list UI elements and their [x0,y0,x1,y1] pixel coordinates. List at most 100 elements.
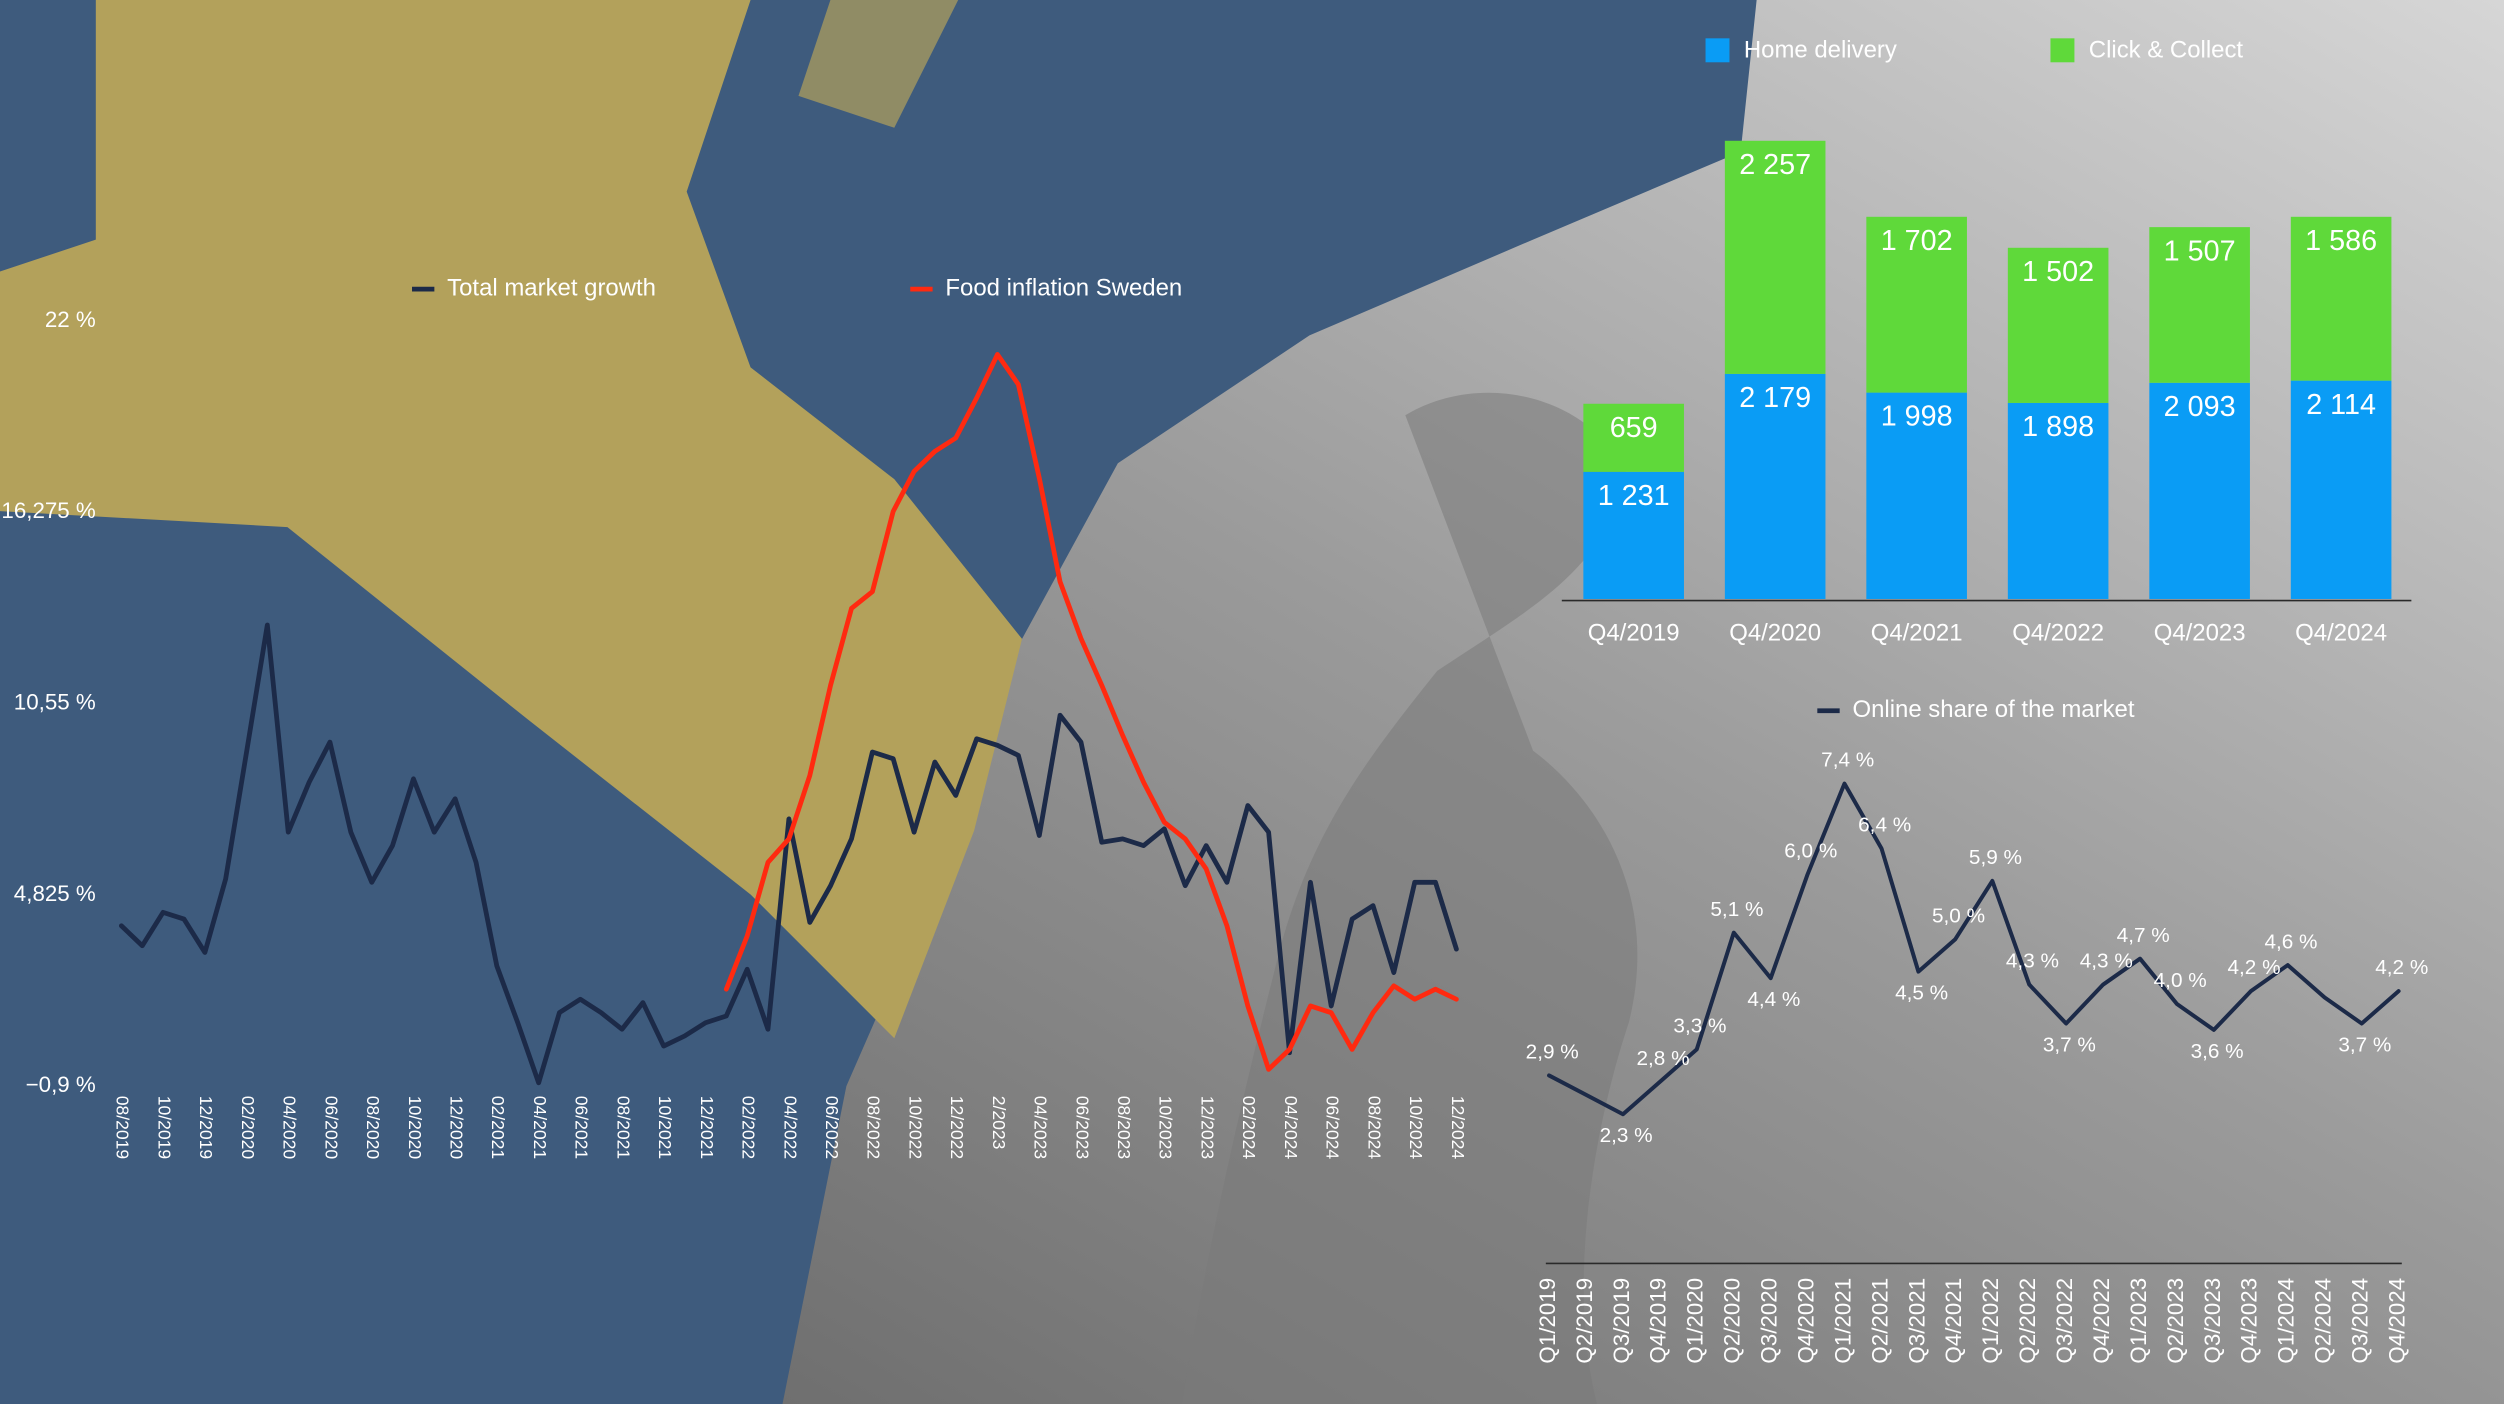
x-tick-label: Q3/2020 [1757,1278,1782,1364]
x-tick-label: Q1/2024 [2274,1278,2299,1364]
x-tick-label: Q4/2019 [1588,619,1680,646]
x-tick-label: Q4/2019 [1646,1278,1671,1364]
data-label: 3,7 % [2043,1033,2096,1056]
series-line [1547,781,2401,1117]
data-label: 4,5 % [1895,981,1948,1004]
data-label: 5,9 % [1969,846,2022,869]
x-tick-label: 08/2022 [864,1096,884,1159]
x-tick-label: 10/2019 [154,1096,174,1159]
x-tick-label: Q2/2023 [2163,1278,2188,1364]
data-label: 4,4 % [1747,988,1800,1011]
x-tick-label: 04/2021 [530,1096,550,1159]
x-tick-label: Q2/2021 [1867,1278,1892,1364]
x-tick-label: 08/2021 [613,1096,633,1159]
data-label: 4,2 % [2228,956,2281,979]
x-tick-label: 10/2020 [405,1096,425,1160]
data-label: 3,6 % [2191,1040,2244,1063]
x-tick-label: 12/2020 [446,1096,466,1160]
x-tick-label: Q3/2021 [1904,1278,1929,1364]
x-tick-label: Q2/2024 [2311,1278,2336,1364]
flag-yellow [0,0,1023,1039]
data-label: 2 114 [2306,389,2376,421]
data-label: 7,4 % [1821,749,1874,772]
x-tick-label: Q3/2022 [2052,1278,2077,1364]
bar-segment [1866,216,1967,393]
x-tick-label: 06/2022 [822,1096,842,1159]
bar-segment [1583,471,1684,599]
x-tick-label: 02/2024 [1239,1096,1259,1160]
series-line [723,352,1459,1072]
bar-segment [2290,216,2392,381]
data-label: 1 231 [1598,480,1670,512]
data-label: 1 586 [2305,225,2377,257]
x-tick-label: 04/2023 [1031,1096,1051,1159]
x-tick-label: Q4/2022 [2012,619,2104,646]
data-label: 1 998 [1881,401,1953,433]
x-tick-label: Q4/2021 [1871,619,1963,646]
y-tick-label: 16,275 % [1,498,96,523]
bar-segment [1583,403,1684,472]
bar-segment [2290,380,2392,599]
x-tick-label: 02/2020 [238,1096,258,1160]
data-label: 4,3 % [2080,950,2133,973]
x-tick-label: 2/2023 [989,1096,1009,1150]
x-tick-label: 12/2021 [697,1096,717,1159]
data-label: 4,2 % [2375,956,2428,979]
data-label: 3,7 % [2338,1033,2391,1056]
x-tick-label: Q3/2024 [2348,1278,2373,1364]
x-tick-label: Q2/2020 [1720,1278,1745,1364]
y-tick-label: 4,825 % [14,881,96,906]
x-tick-label: Q4/2022 [2089,1278,2114,1364]
bar-segment [1724,140,1826,374]
x-tick-label: 08/2019 [113,1096,133,1159]
data-label: 1 507 [2164,235,2236,267]
bar-segment [2007,402,2109,599]
data-label: 6,0 % [1784,839,1837,862]
data-label: 4,3 % [2006,950,2059,973]
legend-swatch [2050,38,2075,63]
bar-segment [2149,227,2250,383]
data-label: 4,6 % [2264,930,2317,953]
x-tick-label: 10/2022 [905,1096,925,1159]
x-tick-label: Q4/2024 [2385,1278,2410,1364]
x-tick-label: 06/2020 [321,1096,341,1160]
x-tick-label: Q3/2019 [1609,1278,1634,1364]
data-label: 2,9 % [1526,1040,1579,1063]
data-label: 5,1 % [1710,898,1763,921]
x-tick-label: 02/2021 [488,1096,508,1159]
y-tick-label: 10,55 % [14,690,96,715]
legend-label: Food inflation Sweden [945,274,1182,301]
bar-segment [1724,373,1826,599]
x-tick-label: Q4/2023 [2154,619,2246,646]
legend-label: Total market growth [447,274,656,301]
x-tick-label: 08/2020 [363,1096,383,1160]
x-tick-label: 10/2024 [1406,1096,1426,1160]
x-tick-label: 02/2022 [739,1096,759,1159]
x-tick-label: Q1/2023 [2126,1278,2151,1364]
x-tick-label: 10/2021 [655,1096,675,1159]
x-tick-label: 06/2024 [1323,1096,1343,1160]
bar-segment [1866,392,1967,599]
x-tick-label: Q4/2021 [1941,1278,1966,1364]
data-label: 1 502 [2022,256,2094,288]
bar-segment [2007,247,2109,403]
x-tick-label: 04/2022 [780,1096,800,1159]
data-label: 4,0 % [2154,969,2207,992]
x-tick-label: 04/2020 [280,1096,300,1160]
x-tick-label: 06/2023 [1072,1096,1092,1159]
legend-label: Home delivery [1744,36,1897,63]
x-tick-label: Q2/2022 [2015,1278,2040,1364]
x-tick-label: Q1/2022 [1978,1278,2003,1364]
x-tick-label: Q1/2020 [1683,1278,1708,1364]
x-tick-label: Q4/2024 [2295,619,2387,646]
data-label: 1 898 [2022,411,2094,443]
y-tick-label: 22 % [45,307,96,332]
x-tick-label: 10/2023 [1156,1096,1176,1159]
data-label: 5,0 % [1932,904,1985,927]
x-tick-label: 12/2024 [1448,1096,1468,1160]
y-tick-label: −0,9 % [26,1072,96,1097]
data-label: 4,7 % [2117,924,2170,947]
data-label: 2,8 % [1637,1047,1690,1070]
x-tick-label: 12/2022 [947,1096,967,1159]
